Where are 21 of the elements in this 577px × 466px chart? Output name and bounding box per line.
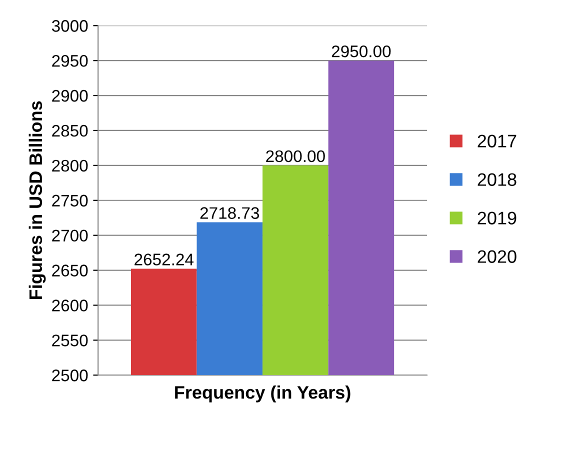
y-tick-label: 2700 <box>52 230 88 242</box>
legend-label: 2019 <box>478 212 516 224</box>
y-tick-label: 2750 <box>52 194 88 207</box>
data-label: 2950.00 <box>332 45 391 58</box>
legend-label: 2020 <box>478 250 516 263</box>
y-tick-label: 2550 <box>52 334 88 346</box>
x-axis-title: Frequency (in Years) <box>175 386 350 402</box>
y-axis-title: Figures in USD Billions <box>28 101 46 299</box>
y-tick-label: 2900 <box>52 90 88 102</box>
y-tick-label: 2600 <box>52 300 88 312</box>
y-tick-label: 2500 <box>52 370 88 382</box>
y-tick-label: 2850 <box>52 124 88 137</box>
y-tick-label: 2650 <box>52 264 88 276</box>
y-tick-label: 3000 <box>52 20 88 32</box>
legend-label: 2018 <box>478 173 516 186</box>
data-label: 2652.24 <box>134 254 194 266</box>
legend-label: 2017 <box>478 134 516 148</box>
data-label: 2718.73 <box>200 207 260 219</box>
data-label: 2800.00 <box>266 150 325 162</box>
y-tick-label: 2950 <box>52 54 88 67</box>
y-tick-label: 2800 <box>52 160 88 172</box>
